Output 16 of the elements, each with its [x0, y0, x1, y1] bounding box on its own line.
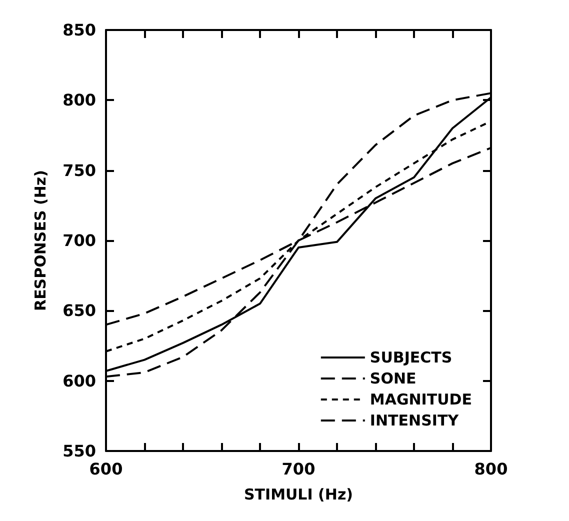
y-tick-label: 850 — [62, 20, 96, 40]
legend-label: SUBJECTS — [370, 348, 452, 366]
y-tick-label: 700 — [62, 231, 96, 250]
x-tick-label: 600 — [89, 460, 123, 478]
y-tick-label: 650 — [62, 301, 96, 320]
legend-label: MAGNITUDE — [370, 390, 472, 408]
x-tick-label: 800 — [474, 460, 508, 478]
y-tick-label: 550 — [62, 442, 96, 460]
y-tick-label: 600 — [62, 371, 96, 390]
legend-label: INTENSITY — [370, 412, 460, 430]
legend-label: SONE — [370, 370, 416, 388]
y-tick-label: 750 — [62, 160, 96, 180]
y-axis-title: RESPONSES (Hz) — [32, 170, 50, 311]
y-tick-label: 800 — [62, 90, 96, 110]
x-axis-title: STIMULI (Hz) — [244, 486, 354, 504]
x-tick-label: 700 — [282, 460, 316, 478]
